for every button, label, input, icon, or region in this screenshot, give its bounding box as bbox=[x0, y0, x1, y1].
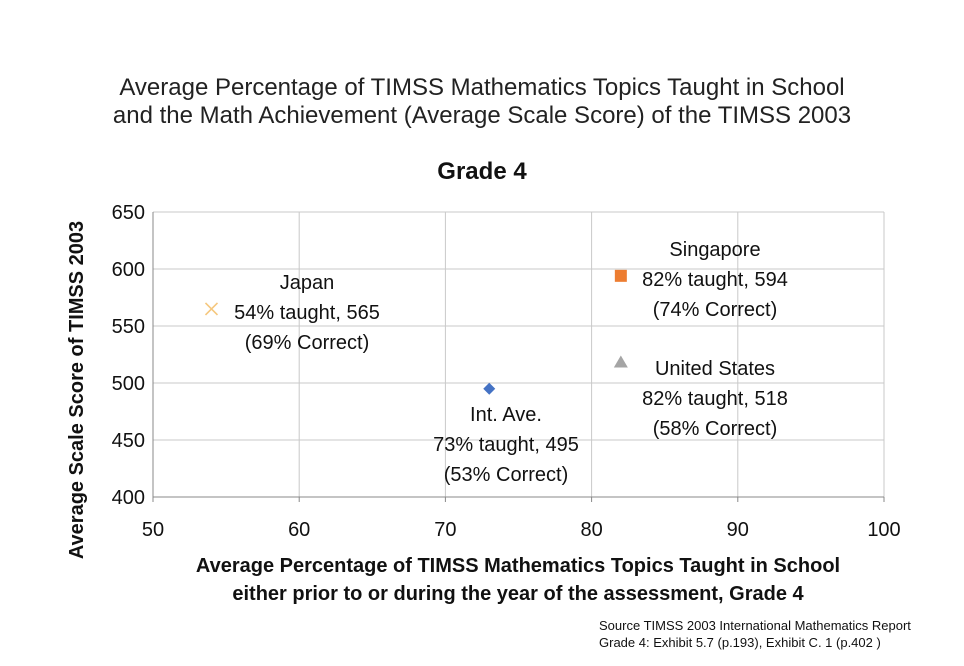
annotation-singapore-line-2: 82% taught, 594 bbox=[642, 269, 788, 291]
source-note-line-2: Grade 4: Exhibit 5.7 (p.193), Exhibit C.… bbox=[599, 635, 881, 650]
data-point-int-ave bbox=[483, 382, 496, 395]
y-axis-title: Average Scale Score of TIMSS 2003 bbox=[66, 221, 88, 559]
data-point-japan bbox=[204, 302, 219, 316]
annotation-japan-line-1: Japan bbox=[280, 272, 335, 294]
x-tick-label: 100 bbox=[867, 519, 900, 541]
data-point-united-states bbox=[613, 355, 628, 368]
annotation-int-ave-line-2: 73% taught, 495 bbox=[433, 434, 579, 456]
data-point-singapore bbox=[614, 269, 627, 282]
annotation-int-ave-line-3: (53% Correct) bbox=[444, 464, 568, 486]
x-tick-label: 90 bbox=[727, 519, 749, 541]
x-tick-label: 70 bbox=[434, 519, 456, 541]
y-tick-label: 500 bbox=[112, 373, 145, 395]
x-tick-label: 80 bbox=[580, 519, 602, 541]
x-tick-label: 60 bbox=[288, 519, 310, 541]
y-tick-label: 400 bbox=[112, 487, 145, 509]
chart-subtitle: Grade 4 bbox=[437, 158, 527, 185]
x-axis-title-line-1: Average Percentage of TIMSS Mathematics … bbox=[196, 555, 840, 577]
annotation-singapore-line-1: Singapore bbox=[669, 239, 760, 261]
y-tick-label: 650 bbox=[112, 202, 145, 224]
chart-main-title-line-1: Average Percentage of TIMSS Mathematics … bbox=[119, 74, 845, 101]
source-note-line-1: Source TIMSS 2003 International Mathemat… bbox=[599, 618, 911, 633]
y-tick-label: 450 bbox=[112, 430, 145, 452]
annotation-united-states-line-2: 82% taught, 518 bbox=[642, 388, 788, 410]
annotation-singapore-line-3: (74% Correct) bbox=[653, 299, 777, 321]
y-tick-label: 550 bbox=[112, 316, 145, 338]
chart-main-title-line-2: and the Math Achievement (Average Scale … bbox=[112, 102, 852, 129]
annotation-united-states-line-1: United States bbox=[655, 358, 775, 380]
annotation-japan-line-2: 54% taught, 565 bbox=[234, 302, 380, 324]
y-tick-label: 600 bbox=[112, 259, 145, 281]
annotation-japan-line-3: (69% Correct) bbox=[245, 332, 369, 354]
annotation-united-states-line-3: (58% Correct) bbox=[653, 418, 777, 440]
annotation-int-ave-line-1: Int. Ave. bbox=[470, 404, 542, 426]
x-axis-title-line-2: either prior to or during the year of th… bbox=[232, 583, 804, 605]
x-tick-label: 50 bbox=[142, 519, 164, 541]
